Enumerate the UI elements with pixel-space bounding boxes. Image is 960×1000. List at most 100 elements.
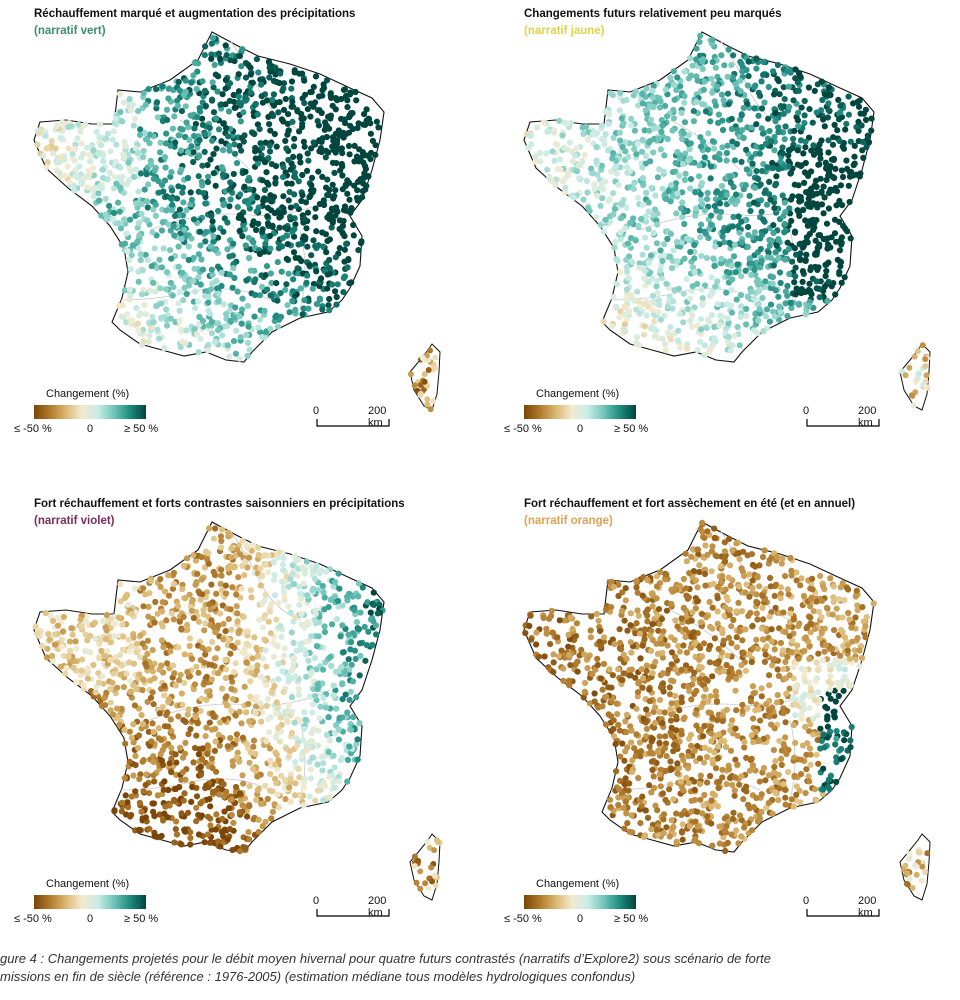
station-dot — [356, 720, 363, 727]
station-dot — [328, 772, 336, 779]
station-dot — [785, 158, 792, 165]
station-dot — [262, 591, 269, 598]
station-dot — [704, 189, 711, 197]
station-dot — [655, 135, 662, 143]
station-dot — [275, 757, 282, 764]
station-dot — [205, 299, 212, 306]
station-dot — [240, 138, 247, 145]
station-dot — [841, 274, 848, 281]
station-dot — [863, 143, 870, 151]
station-dot — [674, 74, 681, 81]
station-dot — [812, 237, 819, 244]
station-dot — [96, 183, 103, 190]
station-dot — [318, 567, 325, 574]
france-map — [33, 31, 441, 413]
station-dot — [307, 89, 314, 96]
station-dot — [49, 652, 56, 659]
station-dot — [274, 259, 281, 266]
station-dot — [225, 133, 232, 140]
station-dot — [113, 180, 120, 187]
station-dot — [621, 225, 628, 232]
station-dot — [245, 323, 252, 330]
station-dot — [168, 207, 175, 214]
station-dot — [204, 813, 212, 820]
station-dot — [350, 232, 357, 239]
station-dot — [230, 819, 237, 826]
station-dot — [196, 104, 203, 112]
station-dot — [111, 807, 118, 814]
station-dot — [639, 90, 646, 98]
station-dot — [681, 119, 689, 126]
station-dot — [231, 274, 238, 282]
station-dot — [633, 151, 640, 158]
station-dot — [750, 327, 757, 334]
station-dot — [417, 868, 424, 875]
station-dot — [712, 64, 719, 71]
station-dot — [254, 160, 261, 167]
station-dot — [301, 624, 308, 631]
station-dot — [137, 251, 144, 258]
station-dot — [140, 757, 147, 764]
station-dot — [198, 812, 205, 819]
station-dot — [84, 675, 91, 682]
station-dot — [289, 570, 296, 578]
station-dot — [617, 89, 624, 96]
station-dot — [789, 193, 796, 200]
station-dot — [812, 177, 819, 184]
station-dot — [235, 93, 242, 100]
station-dot — [142, 781, 149, 789]
station-dot — [685, 132, 692, 139]
station-dot — [623, 256, 630, 263]
station-dot — [215, 50, 222, 57]
station-dot — [333, 616, 341, 623]
station-dot — [331, 730, 338, 737]
station-dot — [195, 251, 202, 258]
station-dot — [92, 689, 99, 696]
station-dot — [755, 112, 762, 119]
station-dot — [219, 171, 227, 178]
station-dot — [287, 213, 294, 220]
station-dot — [191, 59, 198, 67]
station-dot — [774, 76, 781, 83]
station-dot — [296, 717, 303, 725]
station-dot — [634, 288, 641, 295]
station-dot — [605, 147, 612, 154]
scale-start-label: 0 — [803, 405, 810, 417]
station-dot — [327, 654, 334, 661]
station-dot — [653, 240, 661, 247]
station-dot — [336, 585, 343, 592]
station-dot — [199, 78, 206, 85]
station-dot — [248, 669, 255, 676]
station-dot — [135, 744, 142, 752]
station-dot — [310, 139, 317, 146]
scale-bar: 0 200 km — [803, 405, 886, 429]
station-dot — [300, 305, 307, 312]
station-dot — [117, 164, 124, 171]
station-dot — [161, 692, 168, 699]
station-dot — [203, 589, 210, 596]
station-dot — [243, 277, 250, 284]
station-dot — [738, 61, 745, 68]
station-dot — [649, 94, 656, 101]
station-dot — [697, 32, 704, 39]
station-dot — [227, 650, 234, 657]
station-dot — [914, 348, 921, 355]
station-dot — [144, 217, 151, 224]
station-dot — [537, 158, 544, 165]
station-dot — [50, 150, 57, 157]
station-dot — [653, 283, 660, 290]
station-dot — [836, 137, 843, 145]
station-dot — [845, 111, 852, 118]
station-dot — [91, 619, 98, 626]
station-dot — [100, 158, 107, 165]
station-dot — [822, 273, 829, 280]
station-dot — [208, 617, 215, 624]
station-dot — [120, 99, 127, 106]
station-dot — [664, 235, 671, 243]
station-dot — [96, 197, 103, 204]
station-dot — [126, 758, 133, 765]
station-dot — [229, 642, 236, 650]
station-dot — [115, 220, 122, 227]
station-dot — [199, 317, 207, 324]
station-dot — [694, 280, 701, 287]
